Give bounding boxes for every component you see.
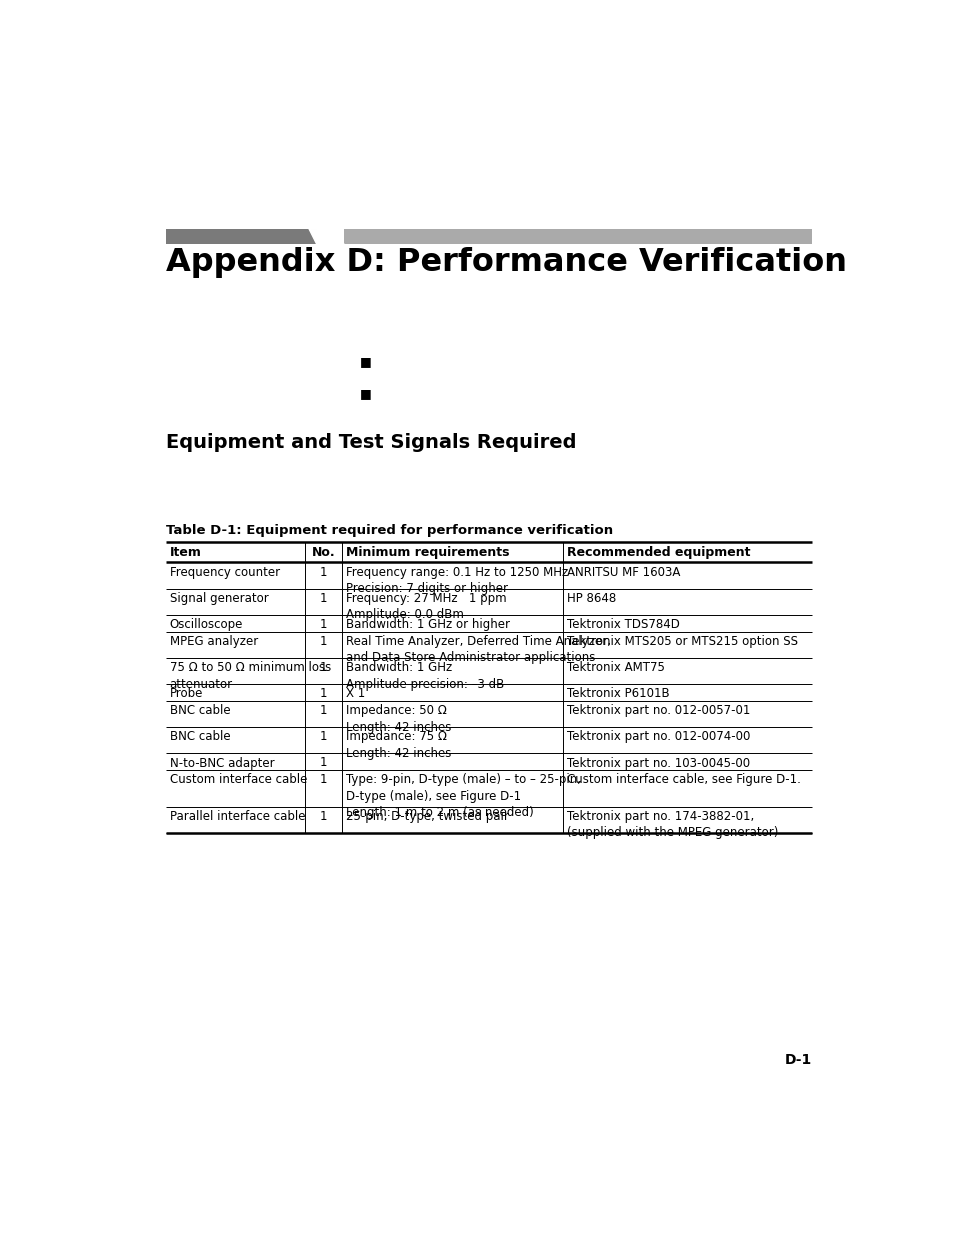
Text: Type: 9-pin, D-type (male) – to – 25-pin,
D-type (male), see Figure D-1
Length: : Type: 9-pin, D-type (male) – to – 25-pin… [346,773,580,820]
Bar [166,228,316,245]
Text: 75 Ω to 50 Ω minimum loss
attenuator: 75 Ω to 50 Ω minimum loss attenuator [170,661,331,690]
Text: Tektronix P6101B: Tektronix P6101B [566,687,669,700]
Text: Appendix D: Performance Verification: Appendix D: Performance Verification [166,247,846,278]
Text: D-1: D-1 [784,1052,811,1067]
Text: N-to-BNC adapter: N-to-BNC adapter [170,757,274,769]
Text: 25-pin, D-type, twisted pair: 25-pin, D-type, twisted pair [346,810,508,823]
Text: BNC cable: BNC cable [170,730,230,743]
Text: 1: 1 [319,618,327,631]
Text: Custom interface cable: Custom interface cable [170,773,307,787]
Text: Tektronix TDS784D: Tektronix TDS784D [566,618,679,631]
Text: 1: 1 [319,592,327,605]
Text: MPEG analyzer: MPEG analyzer [170,635,257,648]
Text: Impedance: 50 Ω
Length: 42 inches: Impedance: 50 Ω Length: 42 inches [346,704,451,734]
Text: 1: 1 [319,773,327,787]
Text: Bandwidth: 1 GHz
Amplitude precision: –3 dB: Bandwidth: 1 GHz Amplitude precision: –3… [346,661,504,690]
Text: 1: 1 [319,730,327,743]
Text: Parallel interface cable: Parallel interface cable [170,810,305,823]
Text: Tektronix part no. 012-0074-00: Tektronix part no. 012-0074-00 [566,730,750,743]
Text: Tektronix AMT75: Tektronix AMT75 [566,661,664,674]
Text: Real Time Analyzer, Deferred Time Analyzer,
and Data Store Administrator applica: Real Time Analyzer, Deferred Time Analyz… [346,635,611,664]
Text: 1: 1 [319,661,327,674]
Text: X 1: X 1 [346,687,365,700]
Text: ■: ■ [359,354,371,368]
Text: Tektronix MTS205 or MTS215 option SS: Tektronix MTS205 or MTS215 option SS [566,635,798,648]
Text: Frequency counter: Frequency counter [170,566,279,578]
Text: Custom interface cable, see Figure D-1.: Custom interface cable, see Figure D-1. [566,773,801,787]
Text: 1: 1 [319,757,327,769]
Text: ■: ■ [359,387,371,400]
Text: 1: 1 [319,810,327,823]
Text: 1: 1 [319,566,327,578]
Text: Signal generator: Signal generator [170,592,268,605]
Text: 1: 1 [319,704,327,718]
Text: Bandwidth: 1 GHz or higher: Bandwidth: 1 GHz or higher [346,618,510,631]
Text: Oscilloscope: Oscilloscope [170,618,243,631]
Text: No.: No. [312,546,335,558]
Text: Item: Item [170,546,201,558]
Text: Recommended equipment: Recommended equipment [566,546,750,558]
Polygon shape [309,228,344,245]
Text: Tektronix part no. 103-0045-00: Tektronix part no. 103-0045-00 [566,757,749,769]
Text: Tektronix part no. 012-0057-01: Tektronix part no. 012-0057-01 [566,704,750,718]
Text: HP 8648: HP 8648 [566,592,616,605]
Bar [344,228,811,245]
Polygon shape [309,228,344,245]
Text: Minimum requirements: Minimum requirements [346,546,509,558]
Text: Probe: Probe [170,687,203,700]
Text: Frequency range: 0.1 Hz to 1250 MHz
Precision: 7 digits or higher: Frequency range: 0.1 Hz to 1250 MHz Prec… [346,566,568,595]
Text: Frequency: 27 MHz   1 ppm
Amplitude: 0.0 dBm: Frequency: 27 MHz 1 ppm Amplitude: 0.0 d… [346,592,506,621]
Text: BNC cable: BNC cable [170,704,230,718]
Text: 1: 1 [319,635,327,648]
Text: ANRITSU MF 1603A: ANRITSU MF 1603A [566,566,679,578]
Text: Equipment and Test Signals Required: Equipment and Test Signals Required [166,433,576,452]
Text: Impedance: 75 Ω
Length: 42 inches: Impedance: 75 Ω Length: 42 inches [346,730,451,760]
Text: 1: 1 [319,687,327,700]
Text: Table D-1: Equipment required for performance verification: Table D-1: Equipment required for perfor… [166,524,612,537]
Text: Tektronix part no. 174-3882-01,
(supplied with the MPEG generator): Tektronix part no. 174-3882-01, (supplie… [566,810,778,839]
